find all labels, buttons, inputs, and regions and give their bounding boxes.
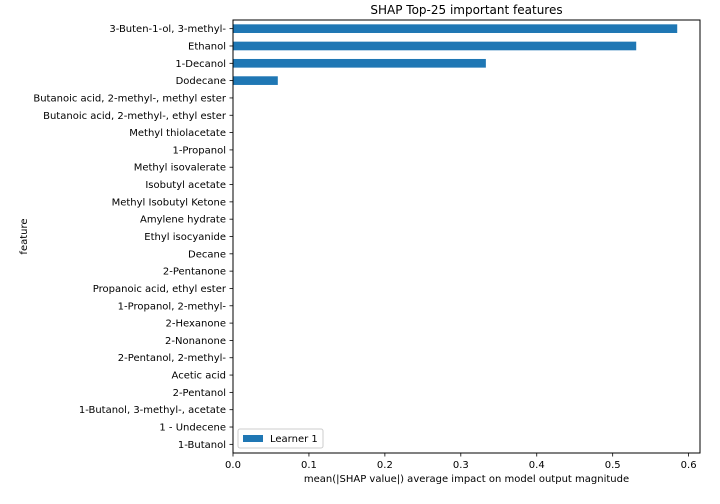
bars-layer <box>233 24 678 85</box>
x-tick-label: 0.6 <box>681 460 697 471</box>
y-tick-label: 2-Pentanone <box>163 267 226 278</box>
x-axis-title: mean(|SHAP value|) average impact on mod… <box>304 474 629 485</box>
bar <box>233 76 278 85</box>
y-tick-label: 3-Buten-1-ol, 3-methyl- <box>109 24 226 35</box>
bar <box>233 58 486 68</box>
y-tick-label: Amylene hydrate <box>140 215 226 226</box>
y-tick-label: 1-Propanol <box>172 145 226 156</box>
y-tick-label: 2-Pentanol, 2-methyl- <box>118 353 227 364</box>
y-tick-label: 1-Decanol <box>175 59 226 70</box>
y-axis-title: feature <box>19 218 30 254</box>
y-tick-label: 1-Butanol <box>178 440 226 451</box>
x-tick-label: 0.0 <box>225 460 241 471</box>
legend: Learner 1 <box>237 428 324 449</box>
legend-swatch <box>243 435 263 442</box>
y-tick-label: 1-Butanol, 3-methyl-, acetate <box>79 405 226 416</box>
chart-title: SHAP Top-25 important features <box>370 3 562 17</box>
legend-label: Learner 1 <box>270 434 318 445</box>
x-tick-label: 0.5 <box>605 460 621 471</box>
legend-box <box>237 428 324 449</box>
y-tick-label: Butanoic acid, 2-methyl-, methyl ester <box>33 93 227 104</box>
y-tick-label: 2-Pentanol <box>173 388 226 399</box>
y-tick-label: 1 - Undecene <box>159 423 226 434</box>
y-axis: 3-Buten-1-ol, 3-methyl- Ethanol 1-Decanol D… <box>33 24 233 451</box>
y-tick-label: Methyl Isobutyl Ketone <box>112 197 226 208</box>
bar <box>233 41 637 51</box>
y-tick-label: Methyl thiolacetate <box>129 128 226 139</box>
y-tick-label: 2-Nonanone <box>165 336 226 347</box>
y-tick-label: Methyl isovalerate <box>134 163 226 174</box>
y-tick-label: Dodecane <box>176 76 226 87</box>
y-tick-label: Acetic acid <box>172 371 226 382</box>
y-tick-label: Propanoic acid, ethyl ester <box>93 284 227 295</box>
x-tick-label: 0.3 <box>453 460 469 471</box>
y-tick-label: 2-Hexanone <box>166 319 226 330</box>
x-axis: 0.0 0.1 0.2 0.3 0.4 0.5 0.6 <box>225 453 697 471</box>
y-tick-label: Isobutyl acetate <box>145 180 226 191</box>
y-tick-label: Ethanol <box>188 41 226 52</box>
y-tick-label: Decane <box>188 249 226 260</box>
x-tick-label: 0.4 <box>529 460 545 471</box>
bar <box>233 24 678 33</box>
x-tick-label: 0.1 <box>301 460 317 471</box>
y-tick-label: 1-Propanol, 2-methyl- <box>118 301 227 312</box>
y-tick-label: Ethyl isocyanide <box>144 232 226 243</box>
plot-frame <box>232 19 701 454</box>
y-tick-label: Butanoic acid, 2-methyl-, ethyl ester <box>43 111 227 122</box>
x-tick-label: 0.2 <box>377 460 393 471</box>
